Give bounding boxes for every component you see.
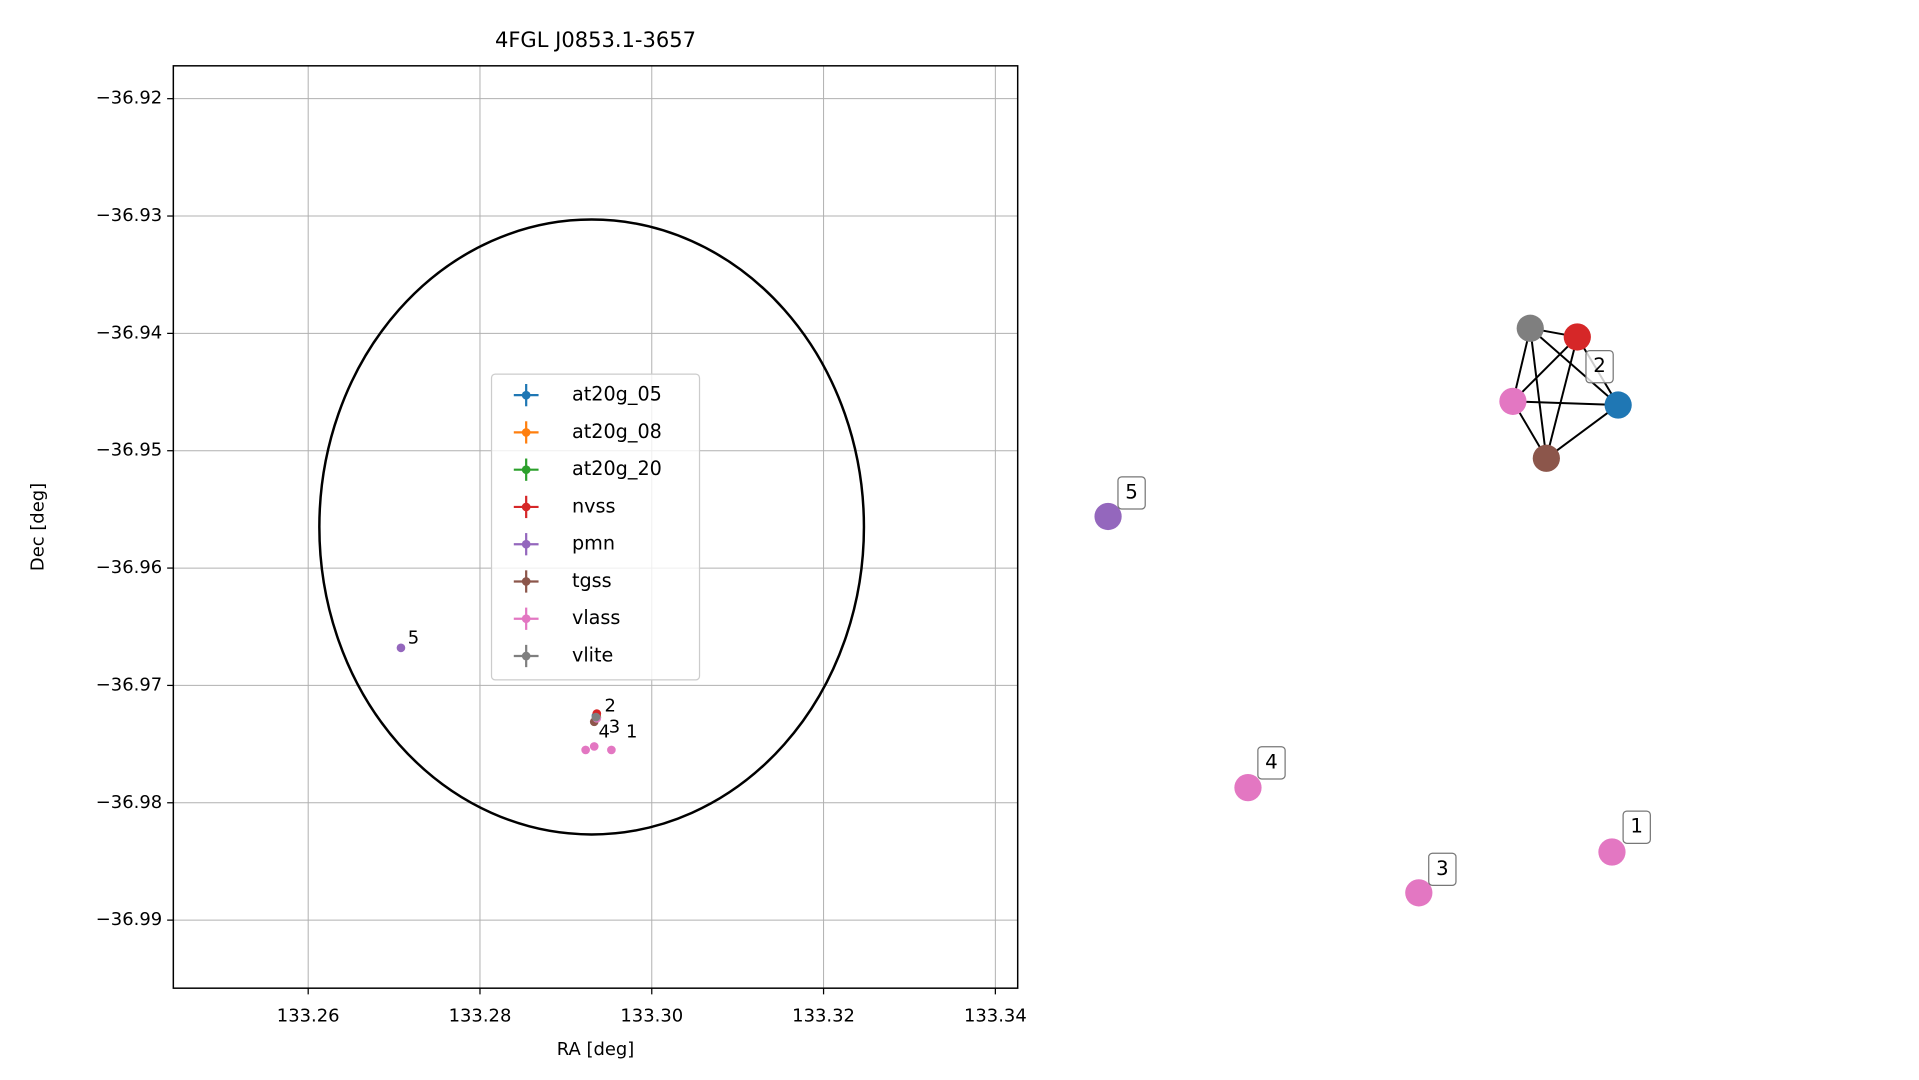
legend-marker: [521, 465, 531, 475]
legend-marker: [521, 428, 531, 437]
node: [1563, 323, 1591, 351]
legend-label: nvss: [572, 494, 616, 517]
node: [1598, 838, 1626, 866]
x-tick-label: 133.26: [277, 1006, 340, 1027]
x-tick-label: 133.30: [620, 1006, 683, 1027]
legend-label: at20g_20: [572, 457, 662, 480]
node-label: 2: [1593, 354, 1606, 377]
x-tick-label: 133.34: [964, 1006, 1027, 1027]
node-label: 1: [1630, 815, 1643, 838]
legend-label: at20g_08: [572, 420, 662, 443]
node-label-box: [1117, 476, 1146, 510]
y-tick-label: −36.99: [96, 909, 162, 930]
x-tick-label: 133.28: [449, 1006, 512, 1027]
node: [1405, 879, 1433, 907]
chart-title: 4FGL J0853.1-3657: [495, 27, 696, 52]
legend-marker: [521, 614, 531, 624]
edge: [1545, 404, 1619, 460]
edge: [1512, 336, 1578, 403]
node: [1532, 444, 1560, 472]
point: [607, 745, 616, 755]
legend-label: vlass: [572, 606, 620, 629]
point: [591, 712, 601, 722]
node: [1516, 314, 1544, 342]
point: [581, 745, 590, 755]
edge: [1545, 336, 1579, 459]
point: [396, 643, 406, 653]
error-ellipse: [318, 218, 866, 836]
y-axis-label: Dec [deg]: [27, 483, 48, 571]
y-tick-label: −36.94: [96, 322, 162, 343]
node-label-box: [1585, 349, 1614, 384]
legend-marker: [521, 651, 531, 661]
edge: [1512, 400, 1619, 407]
point-label: 2: [605, 696, 616, 717]
x-axis-label: RA [deg]: [557, 1039, 635, 1060]
node: [1499, 387, 1527, 415]
y-tick-label: −36.95: [96, 440, 162, 461]
legend-box: [490, 373, 701, 681]
point-label: 5: [408, 627, 419, 648]
legend-marker: [521, 577, 531, 586]
plot-frame: [172, 65, 1019, 989]
node: [1604, 391, 1632, 419]
y-tick-label: −36.93: [96, 205, 162, 226]
point-label: 4: [599, 721, 610, 742]
node: [1094, 502, 1122, 531]
y-tick-label: −36.96: [96, 557, 162, 578]
node: [1234, 773, 1262, 802]
legend-label: pmn: [572, 532, 615, 555]
point-label: 1: [626, 721, 637, 742]
node-label-box: [1428, 852, 1457, 887]
edge: [1529, 327, 1619, 406]
point: [589, 742, 599, 751]
node-label-box: [1257, 746, 1286, 780]
legend-label: vlite: [572, 644, 613, 667]
node-label-box: [1622, 810, 1651, 844]
x-tick-label: 133.32: [792, 1006, 855, 1027]
node-label: 3: [1436, 857, 1449, 880]
node-label: 5: [1125, 480, 1138, 503]
legend-marker: [521, 390, 531, 400]
legend-label: at20g_05: [572, 383, 662, 406]
legend-marker: [521, 539, 531, 549]
edge: [1529, 328, 1548, 459]
y-tick-label: −36.92: [96, 88, 162, 109]
point-label: 3: [609, 717, 620, 738]
legend-label: tgss: [572, 569, 612, 592]
node-label: 4: [1265, 750, 1278, 773]
y-tick-label: −36.97: [96, 674, 162, 695]
y-tick-label: −36.98: [96, 792, 162, 813]
legend-marker: [521, 502, 531, 512]
